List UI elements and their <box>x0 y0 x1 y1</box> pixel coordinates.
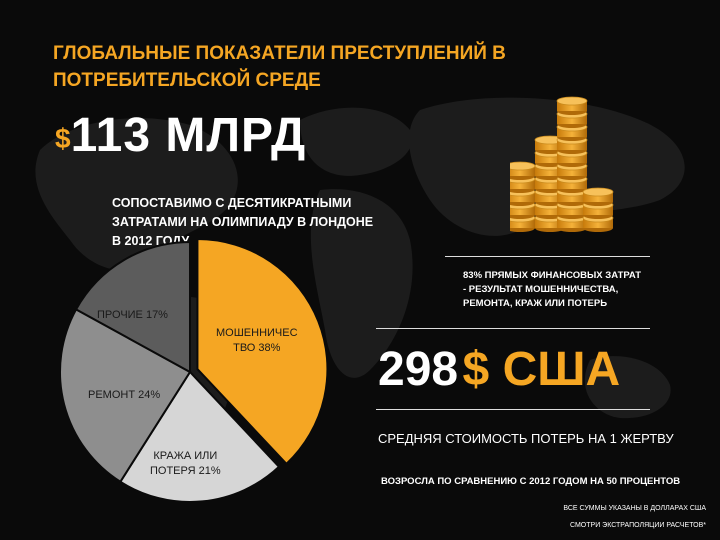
per-victim-cost: 298 $ США <box>378 342 620 397</box>
pie-label-theft: КРАЖА ИЛИ ПОТЕРЯ 21% <box>150 450 221 477</box>
divider-top <box>445 256 650 257</box>
divider-mid <box>376 328 650 329</box>
growth-text: ВОЗРОСЛА ПО СРАВНЕНИЮ С 2012 ГОДОМ НА 50… <box>381 476 681 487</box>
average-loss-text: СРЕДНЯЯ СТОИМОСТЬ ПОТЕРЬ НА 1 ЖЕРТВУ <box>378 431 674 446</box>
coin-stacks-icon <box>510 96 614 232</box>
pie-chart <box>59 240 329 503</box>
pie-label-other: ПРОЧИЕ 17% <box>97 309 168 321</box>
total-amount: 113 МЛРД <box>70 109 307 162</box>
page-title: ГЛОБАЛЬНЫЕ ПОКАЗАТЕЛИ ПРЕСТУПЛЕНИЙ В ПОТ… <box>53 43 506 91</box>
pie-label-fraud: МОШЕННИЧЕС ТВО 38% <box>216 327 298 354</box>
total-cost: $113 МЛРД <box>55 108 306 163</box>
per-victim-amount: 298 <box>378 343 459 396</box>
footnote-calculations: СМОТРИ ЭКСТРАПОЛЯЦИИ РАСЧЕТОВ* <box>570 522 706 529</box>
financial-note: 83% ПРЯМЫХ ФИНАНСОВЫХ ЗАТРАТ - РЕЗУЛЬТАТ… <box>463 270 642 309</box>
pie-slice-theft <box>118 370 281 503</box>
pie-slice-other <box>74 240 191 374</box>
footnote-currency: ВСЕ СУММЫ УКАЗАНЫ В ДОЛЛАРАХ США <box>563 505 706 512</box>
pie-label-repair: РЕМОНТ 24% <box>88 389 161 401</box>
divider-bottom <box>376 409 650 410</box>
pie-slice-fraud <box>196 240 329 466</box>
total-currency: $ <box>55 123 71 154</box>
pie-slice-repair <box>59 308 192 484</box>
per-victim-currency: $ США <box>462 343 621 396</box>
comparison-text: СОПОСТАВИМО С ДЕСЯТИКРАТНЫМИ ЗАТРАТАМИ Н… <box>112 196 374 248</box>
